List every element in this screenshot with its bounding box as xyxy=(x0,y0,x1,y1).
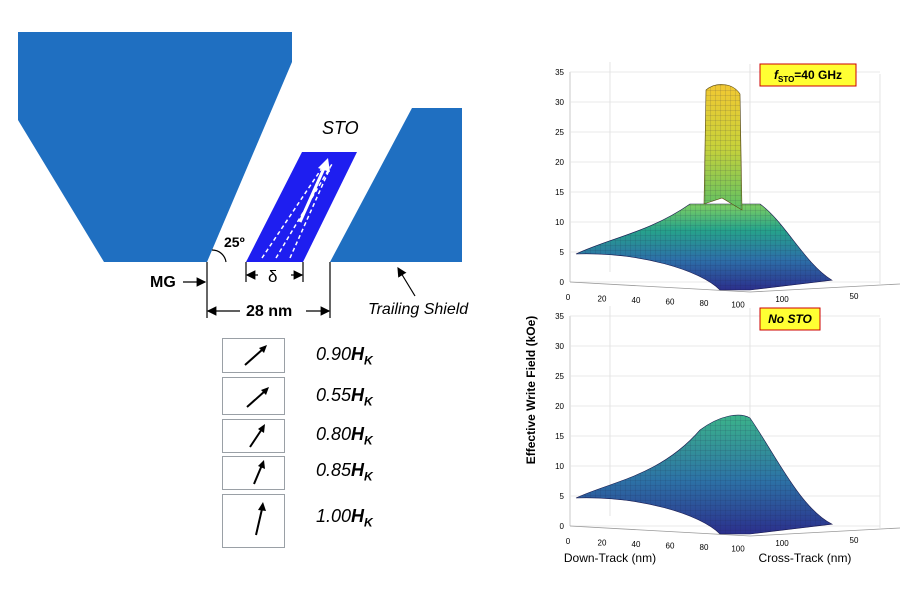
down-track-tick: 0 xyxy=(566,293,571,302)
surface-panel-fsto: 05101520253035020406080100100500fSTO=40 … xyxy=(555,62,900,310)
hk-row-3: 0.80HK xyxy=(316,424,373,448)
head-geometry-svg: STO 25º δ MG 28 nm Trailing Shield xyxy=(18,32,469,320)
surface-mesh xyxy=(576,204,832,290)
trailing-shield-pointer xyxy=(397,266,416,297)
surface-plots-svg: 05101520253035020406080100100500fSTO=40 … xyxy=(524,62,900,565)
z-tick-label: 10 xyxy=(555,462,564,471)
z-tick-label: 30 xyxy=(555,342,564,351)
down-track-tick: 80 xyxy=(700,543,709,552)
arrow-box xyxy=(222,419,285,453)
down-track-tick: 0 xyxy=(566,537,571,546)
z-tick-label: 35 xyxy=(555,68,564,77)
panel-badge xyxy=(759,307,821,331)
arrow-box xyxy=(222,377,285,415)
down-track-tick: 100 xyxy=(731,301,745,310)
cross-track-label: Cross-Track (nm) xyxy=(759,551,852,565)
angle-label: 25º xyxy=(224,234,245,250)
sto-label: STO xyxy=(322,118,359,138)
panel-badge-text: No STO xyxy=(768,312,812,326)
angle-arc xyxy=(211,249,227,263)
surface-plots: 05101520253035020406080100100500fSTO=40 … xyxy=(520,0,900,600)
down-track-tick: 80 xyxy=(700,299,709,308)
sto-dashed-lines xyxy=(261,161,333,259)
hk-row-4: 0.85HK xyxy=(316,460,373,484)
mg-label: MG xyxy=(150,274,176,291)
z-tick-label: 20 xyxy=(555,158,564,167)
down-track-label: Down-Track (nm) xyxy=(564,551,656,565)
surface-panel-no-sto: 05101520253035020406080100100500No STO xyxy=(555,306,900,554)
z-tick-label: 15 xyxy=(555,188,564,197)
peak-mesh xyxy=(704,84,742,210)
z-tick-label: 30 xyxy=(555,98,564,107)
z-tick-label: 0 xyxy=(560,522,565,531)
z-tick-label: 15 xyxy=(555,432,564,441)
z-axis-label: Effective Write Field (kOe) xyxy=(524,316,538,464)
down-track-tick: 100 xyxy=(731,545,745,554)
surface-mesh xyxy=(576,415,832,534)
z-tick-label: 25 xyxy=(555,372,564,381)
cross-track-tick: 100 xyxy=(775,295,789,304)
delta-label: δ xyxy=(268,267,277,286)
hk-row-2: 0.55HK xyxy=(316,385,373,409)
cross-track-tick: 100 xyxy=(775,539,789,548)
down-track-tick: 40 xyxy=(632,540,641,549)
z-tick-label: 20 xyxy=(555,402,564,411)
z-tick-label: 10 xyxy=(555,218,564,227)
trailing-shield xyxy=(330,108,462,262)
gap-label: 28 nm xyxy=(246,303,292,320)
panel-badge xyxy=(759,63,857,87)
main-pole xyxy=(18,32,292,262)
down-track-tick: 60 xyxy=(666,298,675,307)
hk-row-1: 0.90HK xyxy=(316,344,373,368)
z-tick-label: 25 xyxy=(555,128,564,137)
panel-badge-text: fSTO=40 GHz xyxy=(774,68,842,84)
cross-track-tick: 50 xyxy=(850,536,859,545)
down-track-tick: 20 xyxy=(598,295,607,304)
sto-arrow-head xyxy=(318,158,330,172)
trailing-shield-label: Trailing Shield xyxy=(368,301,469,318)
down-track-tick: 60 xyxy=(666,542,675,551)
z-tick-label: 5 xyxy=(560,492,565,501)
hk-row-5: 1.00HK xyxy=(316,506,373,530)
cross-track-tick: 50 xyxy=(850,292,859,301)
z-tick-label: 0 xyxy=(560,278,565,287)
sto-element xyxy=(246,152,357,262)
sto-magnetization-arrow xyxy=(298,165,327,223)
down-track-tick: 40 xyxy=(632,296,641,305)
arrow-box xyxy=(222,338,285,373)
arrow-box xyxy=(222,456,285,490)
z-tick-label: 5 xyxy=(560,248,565,257)
head-schematic: STO 25º δ MG 28 nm Trailing Shield 0.90H… xyxy=(18,32,469,548)
z-tick-label: 35 xyxy=(555,312,564,321)
down-track-tick: 20 xyxy=(598,539,607,548)
arrow-box xyxy=(222,494,285,548)
